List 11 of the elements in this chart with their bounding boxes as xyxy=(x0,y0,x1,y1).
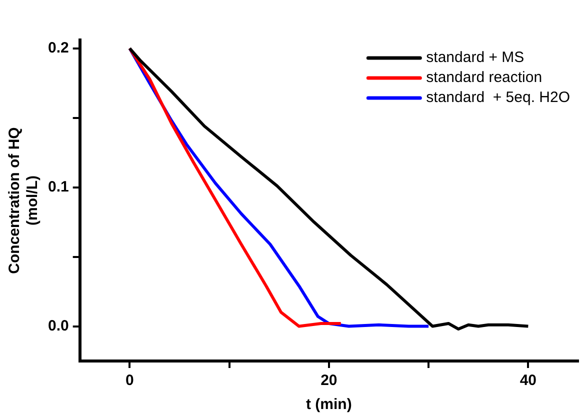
x-axis-title: t (min) xyxy=(306,396,352,414)
legend-label: standard + MS xyxy=(426,49,524,66)
y-tick-label: 0.2 xyxy=(48,39,69,56)
x-tick-label: 40 xyxy=(520,372,537,390)
legend-label: standard reaction xyxy=(426,69,542,86)
x-tick-label: 0 xyxy=(125,372,134,390)
y-axis-title: Concentration of HQ (mol/L) xyxy=(6,126,42,274)
y-tick-label: 0.0 xyxy=(48,317,69,334)
legend-label: standard + 5eq. H2O xyxy=(426,89,570,106)
x-tick-label: 20 xyxy=(320,372,338,390)
y-tick-label: 0.1 xyxy=(48,178,69,196)
